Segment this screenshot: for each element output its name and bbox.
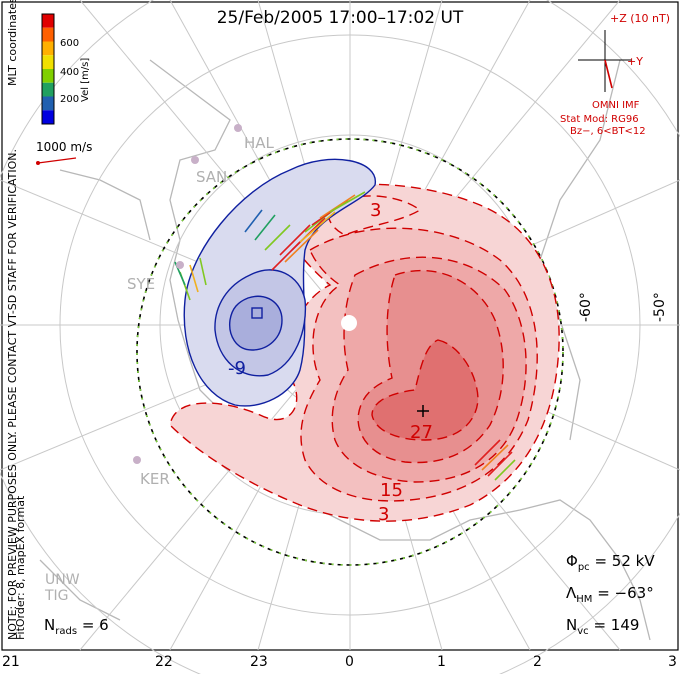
site-tig: TIG: [45, 588, 69, 604]
colorbar-tick-400: 400: [60, 67, 80, 78]
colorbar-swatch: [42, 96, 54, 111]
neg-contour-inner: [229, 295, 283, 351]
colorbar-swatch: [42, 27, 54, 42]
mlt-label-1: 1: [437, 654, 446, 670]
scale-vector: [37, 157, 77, 164]
stat-model-line2: Bz−, 6<BT<12: [570, 126, 646, 137]
n-vc: Nvc = 149: [566, 616, 640, 637]
colorbar-swatch: [42, 110, 54, 124]
mlt-label-23: 23: [250, 654, 268, 670]
map-frame: [1, 1, 679, 651]
imf-vector: [604, 59, 613, 89]
colorbar-swatch: [42, 14, 54, 28]
colorbar-tick-200: 200: [60, 94, 80, 105]
colorbar-border: [41, 13, 55, 125]
mlt-label-3: 3: [668, 654, 677, 670]
mlt-label-0: 0: [345, 654, 354, 670]
map-title: 25/Feb/2005 17:00–17:02 UT: [216, 8, 464, 28]
mlt-label-21: 21: [2, 654, 20, 670]
site-ker: KER: [140, 470, 170, 488]
site-sye: SYE: [127, 275, 156, 293]
colorbar-swatch: [42, 41, 54, 56]
velocity-colorbar: [41, 13, 55, 125]
imf-z-label: +Z (10 nT): [610, 12, 671, 25]
colorbar-swatch: [42, 69, 54, 83]
stat-model-line1: Stat Mod: RG96: [560, 114, 639, 125]
colorbar-swatch: [42, 55, 54, 69]
imf-y-label: +Y: [627, 55, 643, 68]
contour-label-15: 15: [380, 480, 403, 501]
contour-label-3: 3: [378, 504, 390, 525]
contour-label-neg: -9: [228, 358, 246, 379]
fit-order-note: FitOrder: 8, mapEX format: [14, 495, 27, 640]
colorbar-swatch: [42, 82, 54, 97]
colorbar-tick-600: 600: [60, 38, 80, 49]
pos-contour-27: [371, 339, 479, 441]
mlt-label-22: 22: [155, 654, 173, 670]
station-markers: [133, 124, 242, 464]
scale-vector-label: 1000 m/s: [36, 140, 93, 154]
site-san: SAN: [196, 168, 228, 186]
n-rads: Nrads = 6: [44, 616, 109, 637]
site-hal: HAL: [244, 134, 274, 152]
velocity-vectors: [174, 191, 516, 481]
imf-source: OMNI IMF: [592, 100, 640, 111]
negative-potential-cell: [183, 158, 376, 407]
neg-min-marker: [251, 307, 263, 319]
heppner-maynard-boundary-dots: [136, 138, 564, 566]
lambda-hm: ΛHM = −63°: [566, 584, 654, 605]
coords-label: MLT coordinates: [6, 0, 19, 86]
magnetic-pole: [341, 315, 357, 331]
imf-clock: [578, 30, 632, 92]
scale-vector-origin: [36, 161, 40, 165]
contour-label-3-top: 3: [370, 200, 382, 221]
lat-label-50: -50°: [652, 292, 668, 322]
site-unw: UNW: [45, 572, 80, 588]
mlt-label-2: 2: [533, 654, 542, 670]
lat-label-60: -60°: [578, 292, 594, 322]
phi-pc: Φpc = 52 kV: [566, 552, 655, 573]
colorbar-label: Vel [m/s]: [80, 57, 91, 102]
contour-label-27: 27: [410, 422, 433, 443]
positive-potential-cell: [169, 183, 560, 522]
